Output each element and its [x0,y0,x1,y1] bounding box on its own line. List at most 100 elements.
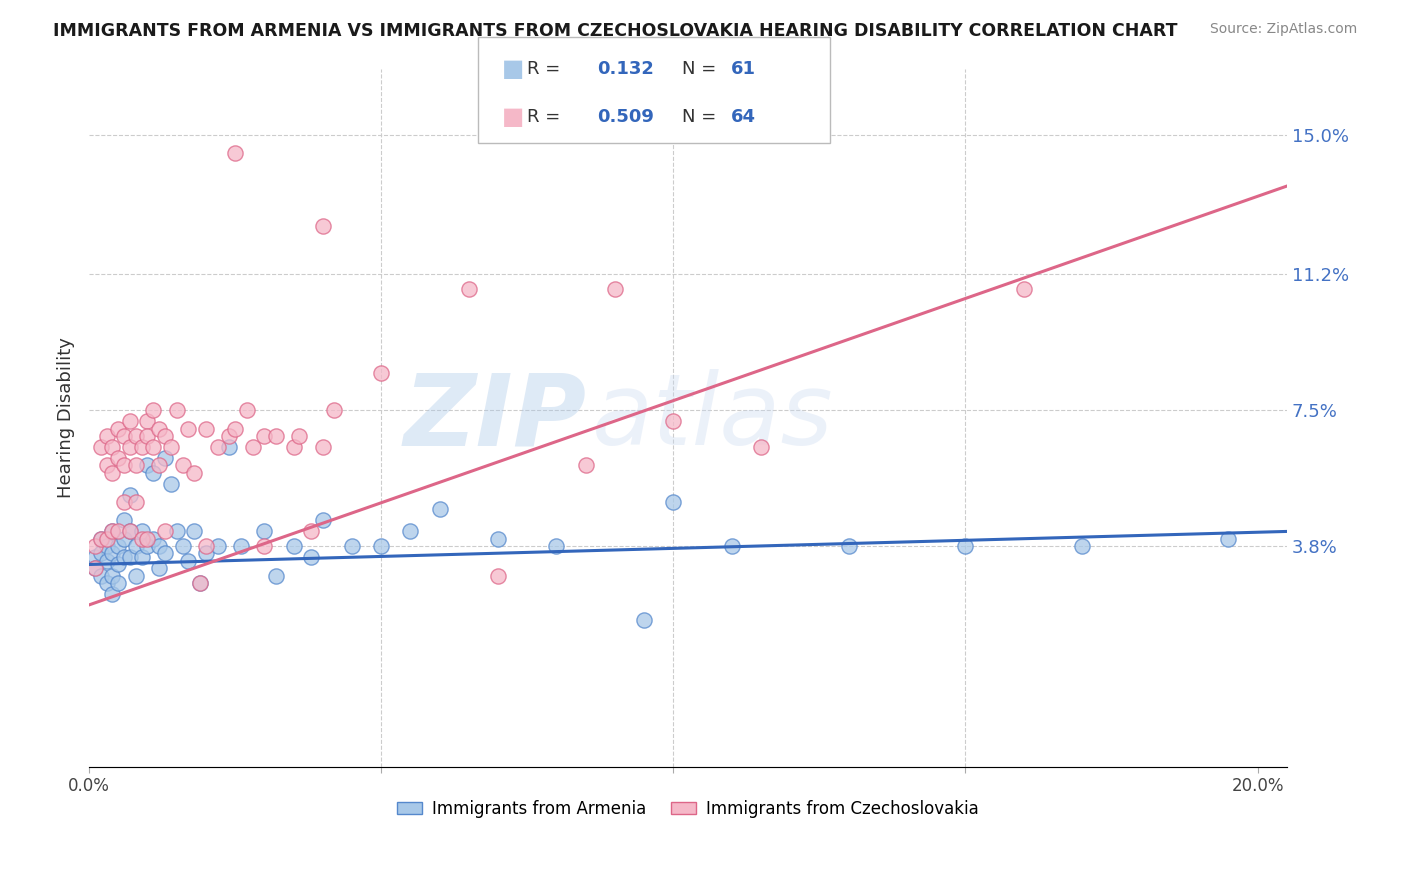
Point [112,513,135,527]
Point [131,524,153,539]
Point [153,429,176,443]
Text: ■: ■ [502,105,524,129]
Text: R =: R = [527,60,567,78]
Point [107,539,129,553]
Point [224,421,246,435]
Text: 0.132: 0.132 [598,60,654,78]
Point [107,575,129,590]
Y-axis label: Hearing Disability: Hearing Disability [58,337,75,498]
Text: N =: N = [682,60,721,78]
Point [283,539,305,553]
Point [118,524,141,539]
Point [112,550,135,565]
Point [142,440,165,454]
Point [662,495,685,509]
Point [96,429,118,443]
Point [172,539,194,553]
Point [575,458,598,473]
Point [207,539,229,553]
Point [136,429,159,443]
Point [101,466,124,480]
Point [101,524,124,539]
Point [142,403,165,417]
Text: IMMIGRANTS FROM ARMENIA VS IMMIGRANTS FROM CZECHOSLOVAKIA HEARING DISABILITY COR: IMMIGRANTS FROM ARMENIA VS IMMIGRANTS FR… [53,22,1178,40]
Point [136,539,159,553]
Text: ZIP: ZIP [404,369,586,466]
Point [340,539,363,553]
Point [136,532,159,546]
Point [101,587,124,601]
Point [125,568,148,582]
Text: 0.509: 0.509 [598,108,654,126]
Point [399,524,422,539]
Point [229,539,252,553]
Point [84,550,107,565]
Point [160,440,183,454]
Point [101,568,124,582]
Point [153,524,176,539]
Point [253,539,276,553]
Point [312,219,335,234]
Point [172,458,194,473]
Point [148,561,170,575]
Point [125,458,148,473]
Point [312,513,335,527]
Point [112,458,135,473]
Point [177,421,200,435]
Text: N =: N = [682,108,721,126]
Point [749,440,772,454]
Point [546,539,568,553]
Point [84,561,107,575]
Point [153,450,176,465]
Point [131,550,153,565]
Text: R =: R = [527,108,567,126]
Point [370,367,392,381]
Point [96,532,118,546]
Point [188,575,211,590]
Point [188,575,211,590]
Point [96,554,118,568]
Point [299,524,322,539]
Point [131,532,153,546]
Point [183,524,205,539]
Point [194,421,217,435]
Point [131,440,153,454]
Point [84,539,107,553]
Point [183,466,205,480]
Point [662,414,685,428]
Text: atlas: atlas [592,369,834,466]
Point [633,613,655,627]
Point [166,524,188,539]
Point [112,495,135,509]
Point [486,532,509,546]
Point [101,546,124,560]
Point [125,539,148,553]
Point [264,568,287,582]
Point [1012,282,1035,296]
Point [166,403,188,417]
Point [112,429,135,443]
Point [112,532,135,546]
Point [118,488,141,502]
Point [720,539,742,553]
Point [242,440,264,454]
Point [838,539,860,553]
Point [603,282,626,296]
Point [218,440,240,454]
Point [125,429,148,443]
Text: 64: 64 [731,108,756,126]
Point [955,539,977,553]
Point [101,440,124,454]
Point [90,532,112,546]
Point [107,450,129,465]
Point [264,429,287,443]
Point [283,440,305,454]
Point [142,532,165,546]
Point [96,575,118,590]
Text: ■: ■ [502,57,524,81]
Point [84,561,107,575]
Text: Source: ZipAtlas.com: Source: ZipAtlas.com [1209,22,1357,37]
Text: 61: 61 [731,60,756,78]
Point [90,532,112,546]
Point [148,458,170,473]
